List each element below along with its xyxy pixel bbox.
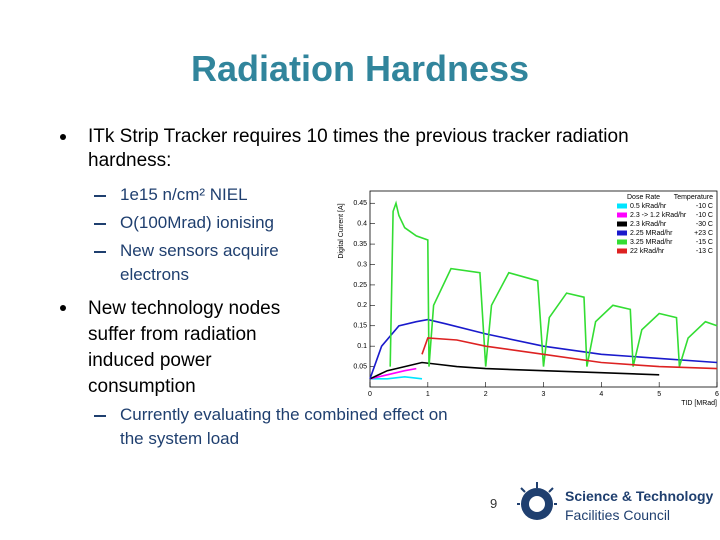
legend-temperature: -10 C	[696, 212, 713, 219]
series-line	[370, 375, 423, 380]
logo-mark	[517, 482, 557, 520]
legend-temperature: -10 C	[696, 203, 713, 210]
sub-bullet: 1e15 n/cm² NIEL	[94, 183, 320, 207]
legend-temperature: -15 C	[696, 239, 713, 246]
x-tick-label: 6	[715, 391, 719, 398]
y-tick-label: 0.4	[357, 221, 367, 228]
legend-box	[613, 192, 715, 256]
sub-bullet: Currently evaluating the combined effect…	[94, 403, 460, 451]
x-tick-label: 0	[368, 391, 372, 398]
y-tick-label: 0.45	[353, 200, 367, 207]
x-tick-label: 4	[599, 391, 603, 398]
legend-swatch	[617, 248, 627, 254]
y-tick-label: 0.35	[353, 241, 367, 248]
legend-label: 22 kRad/hr	[630, 248, 665, 255]
legend-swatch	[617, 203, 627, 209]
y-tick-label: 0.15	[353, 323, 367, 330]
legend-swatch	[617, 239, 627, 245]
page-number: 9	[490, 496, 498, 511]
series-line	[369, 361, 660, 380]
y-tick-label: 0.3	[357, 261, 367, 268]
legend-label: 3.25 MRad/hr	[630, 239, 673, 246]
sub-bullet: New sensors acquire electrons	[94, 239, 310, 287]
x-tick-label: 5	[657, 391, 661, 398]
legend-label: 2.3 -> 1.2 kRad/hr	[630, 212, 687, 219]
series-line	[369, 318, 718, 380]
x-tick-label: 3	[542, 391, 546, 398]
x-axis-label: TID [MRad]	[681, 400, 717, 407]
legend-swatch	[617, 230, 627, 236]
legend-header: Dose Rate	[627, 194, 660, 201]
y-tick-label: 0.1	[357, 343, 367, 350]
bullet: New technology nodes suffer from radiati…	[60, 296, 313, 400]
legend-temperature: -13 C	[696, 248, 713, 255]
chart: 0.05 0.1 0.15 0.2 0.25 0.3 0.35 0.4 0.45 0 1 2 3 4 5 6 T…	[338, 190, 719, 407]
series-line	[421, 337, 718, 370]
legend-label: 2.25 MRad/hr	[630, 230, 673, 237]
x-tick-label: 1	[426, 391, 430, 398]
legend-label: 0.5 kRad/hr	[630, 203, 667, 210]
legend-temperature: +23 C	[694, 230, 713, 237]
y-tick-label: 0.2	[357, 302, 367, 309]
legend-temperature: -30 C	[696, 221, 713, 228]
y-tick-label: 0.25	[353, 282, 367, 289]
series-line	[369, 367, 417, 380]
series-line	[389, 200, 718, 367]
logo-text: Facilities Council	[565, 507, 671, 523]
bullet: ITk Strip Tracker requires 10 times the …	[60, 125, 648, 173]
y-tick-label: 0.05	[353, 363, 367, 370]
x-tick-label: 2	[484, 391, 488, 398]
y-axis-label: Digital Current [A]	[338, 203, 345, 258]
legend-swatch	[617, 212, 627, 218]
slide-title: Radiation Hardness	[190, 48, 530, 89]
sub-bullet: O(100Mrad) ionising	[94, 211, 320, 235]
legend-swatch	[617, 221, 627, 227]
legend-header: Temperature	[674, 194, 713, 201]
logo-text: Science & Technology	[565, 488, 714, 504]
legend-label: 2.3 kRad/hr	[630, 221, 667, 228]
